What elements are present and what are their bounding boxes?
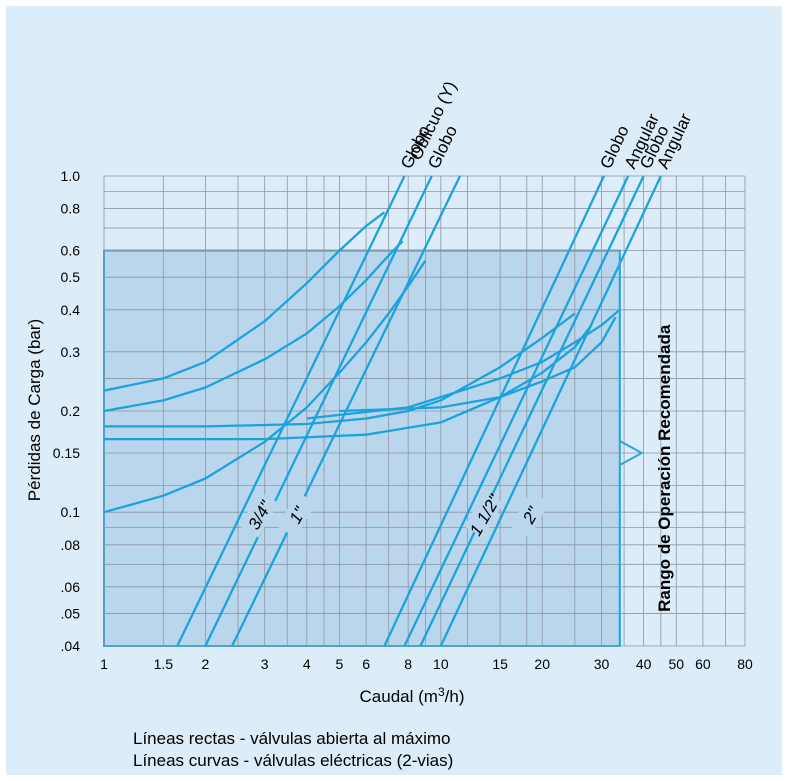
straight-line — [383, 175, 605, 647]
size-label-bg — [464, 491, 504, 538]
x-tick-label: 40 — [636, 656, 652, 672]
grid — [103, 175, 746, 647]
curve-line — [104, 324, 593, 441]
y-tick-label: 0.1 — [61, 504, 81, 520]
straight-line — [176, 175, 406, 647]
x-tick-label: 80 — [737, 656, 753, 672]
y-tick-label: .05 — [61, 605, 81, 621]
y-tick-label: 0.6 — [61, 243, 81, 259]
curve-line — [339, 316, 617, 413]
curve-line — [103, 260, 427, 514]
y-tick-label: 0.8 — [61, 201, 81, 217]
x-tick-label: 2 — [201, 656, 209, 672]
y-tick-label: .08 — [61, 537, 81, 553]
x-tick-label: 1 — [100, 656, 108, 672]
y-tick-label: 0.3 — [61, 344, 81, 360]
y-tick-label: 0.15 — [53, 445, 80, 461]
curve-line — [103, 211, 386, 392]
x-tick-label: 10 — [433, 656, 449, 672]
size-label-bg — [239, 491, 279, 538]
x-tick-label: 30 — [594, 656, 610, 672]
recommended-range-label: Rango de Operación Recomendada — [655, 324, 674, 612]
x-tick-label: 8 — [404, 656, 412, 672]
size-label-bg — [510, 491, 550, 538]
straight-line — [439, 175, 662, 647]
y-tick-label: 1.0 — [61, 168, 81, 184]
curve-line — [103, 240, 404, 413]
note-straight-lines: Líneas rectas - válvulas abierta al máxi… — [133, 729, 451, 748]
x-tick-label: 1.5 — [154, 656, 174, 672]
straight-line — [204, 175, 433, 647]
y-tick-label: .06 — [61, 579, 81, 595]
x-tick-label: 20 — [534, 656, 550, 672]
y-tick-label: 0.2 — [61, 403, 81, 419]
y-axis-title: Pérdidas de Carga (bar) — [25, 319, 44, 501]
x-axis-title: Caudal (m3/h) — [360, 685, 465, 706]
valve-lines — [103, 175, 662, 647]
size-label-bg — [276, 491, 317, 538]
range-bracket: Rango de Operación Recomendada — [618, 250, 674, 646]
x-tick-label: 4 — [303, 656, 311, 672]
x-tick-label: 6 — [362, 656, 370, 672]
x-tick-label: 5 — [336, 656, 344, 672]
x-tick-label: 3 — [261, 656, 269, 672]
tick-labels: 1 1.5 2 3 4 5 6 8 10 15 20 30 40 50 60 80 .04 .05 .06 .08 0.… — [53, 168, 753, 672]
y-tick-label: .04 — [61, 638, 81, 654]
straight-line — [419, 175, 645, 647]
y-tick-label: 0.4 — [61, 302, 81, 318]
curve-line — [104, 312, 576, 428]
x-tick-label: 60 — [695, 656, 711, 672]
straight-line — [403, 175, 630, 647]
note-curved-lines: Líneas curvas - válvulas eléctricas (2-v… — [133, 751, 454, 770]
y-tick-label: 0.5 — [61, 269, 81, 285]
curve-line — [306, 308, 621, 420]
range-bracket-line — [618, 250, 644, 646]
x-tick-label: 15 — [492, 656, 508, 672]
x-tick-label: 50 — [668, 656, 684, 672]
